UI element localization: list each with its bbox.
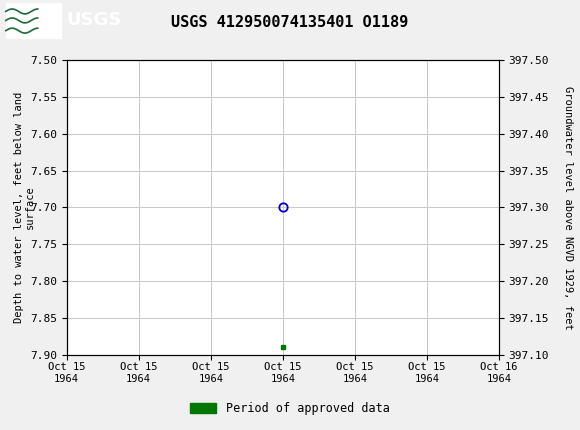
Y-axis label: Depth to water level, feet below land
surface: Depth to water level, feet below land su…	[13, 92, 35, 323]
Text: USGS 412950074135401 O1189: USGS 412950074135401 O1189	[171, 15, 409, 30]
Bar	[6, 3, 61, 37]
Legend: Period of approved data: Period of approved data	[186, 397, 394, 420]
Y-axis label: Groundwater level above NGVD 1929, feet: Groundwater level above NGVD 1929, feet	[563, 86, 573, 329]
Text: USGS: USGS	[67, 12, 122, 29]
